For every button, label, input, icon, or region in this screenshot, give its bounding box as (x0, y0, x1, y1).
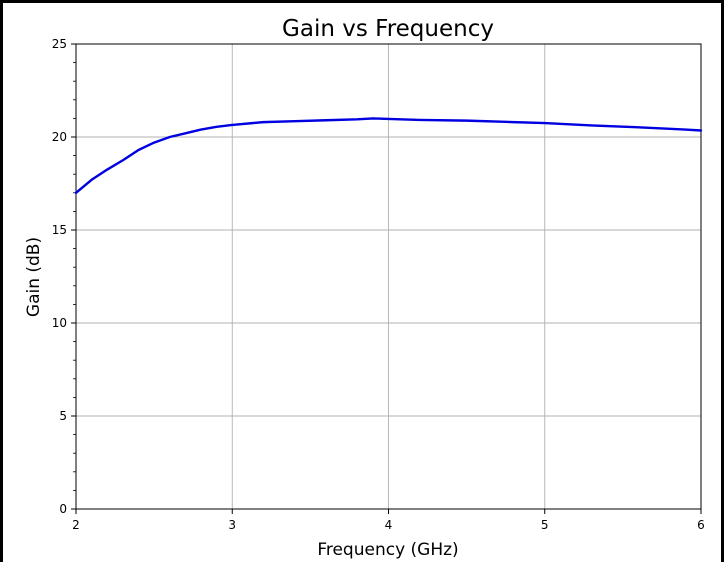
series-layer (74, 117, 703, 195)
x-tick-label: 6 (697, 518, 705, 532)
x-axis-label: Frequency (GHz) (317, 540, 458, 560)
x-tick-label: 5 (541, 518, 549, 532)
ticks-layer: 2 3 4 5 6 0 5 10 15 20 25 (52, 37, 705, 532)
grid-layer (75, 43, 702, 510)
y-tick-label: 25 (52, 37, 67, 51)
x-tick-label: 2 (72, 518, 80, 532)
y-tick-label: 0 (59, 502, 67, 516)
y-tick-label: 15 (52, 223, 67, 237)
gain-vs-frequency-chart: 2 3 4 5 6 0 5 10 15 20 25 Gain vs Frequency Freque… (24, 16, 705, 560)
x-tick-label: 4 (385, 518, 393, 532)
y-axis-label: Gain (dB) (24, 237, 44, 317)
chart-title: Gain vs Frequency (282, 16, 494, 42)
series-line (74, 117, 703, 195)
y-tick-label: 10 (52, 316, 67, 330)
x-tick-label: 3 (228, 518, 236, 532)
y-tick-label: 5 (59, 409, 67, 423)
y-tick-label: 20 (52, 130, 67, 144)
